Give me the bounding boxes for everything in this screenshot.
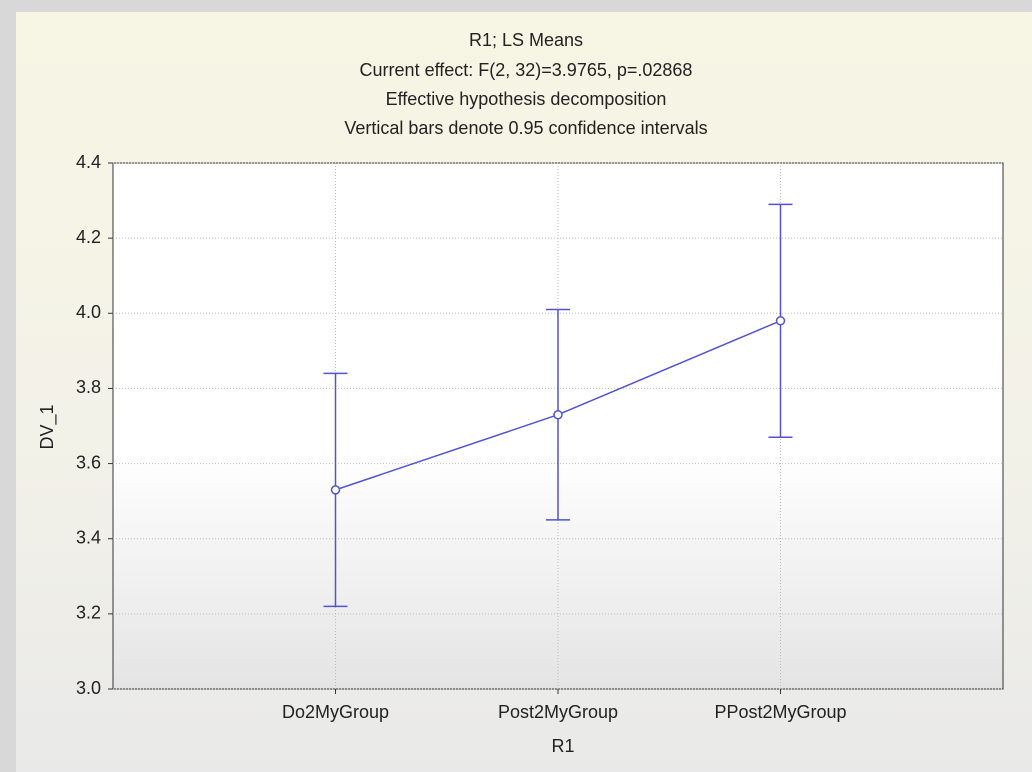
x-tick-label: Do2MyGroup (282, 702, 389, 722)
y-tick-label: 3.0 (76, 678, 101, 698)
x-axis-label: R1 (551, 736, 574, 756)
x-tick-label: Post2MyGroup (498, 702, 618, 722)
point (775, 316, 786, 326)
x-tick-label: PPost2MyGroup (714, 702, 846, 722)
point (553, 409, 563, 420)
y-axis-label: DV_1 (37, 404, 58, 449)
y-tick-label: 3.2 (76, 603, 101, 623)
point (330, 485, 341, 495)
y-tick-label: 4.4 (76, 152, 101, 172)
y-tick-label: 3.8 (76, 377, 101, 397)
chart-subtitle: Vertical bars denote 0.95 confidence int… (344, 118, 707, 138)
y-tick-label: 3.6 (76, 452, 101, 472)
chart-title: R1; LS Means (469, 30, 583, 50)
y-tick-label: 3.4 (76, 527, 101, 547)
chart-subtitle: Effective hypothesis decomposition (386, 89, 667, 109)
y-tick-label: 4.2 (76, 227, 101, 247)
y-tick-label: 4.0 (76, 302, 101, 322)
chart-subtitle: Current effect: F(2, 32)=3.9765, p=.0286… (360, 60, 693, 80)
